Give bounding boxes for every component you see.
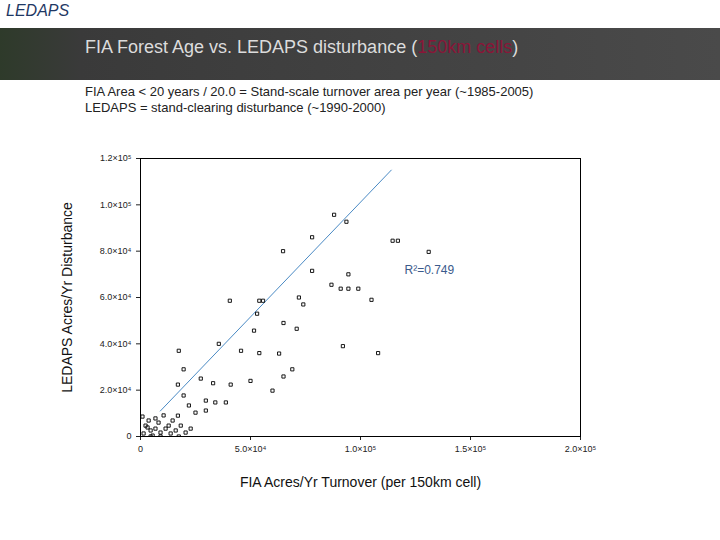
svg-text:5.0×10⁴: 5.0×10⁴ — [235, 444, 267, 454]
html-text:LEDAPS = stand-clearing distur: LEDAPS = stand-clearing disturbance (~19… — [85, 100, 386, 115]
html-text:LEDAPS: LEDAPS — [6, 2, 70, 19]
svg-text:0: 0 — [138, 444, 143, 454]
svg-text:1.5×10⁵: 1.5×10⁵ — [455, 444, 487, 454]
svg-text:1.2×10⁵: 1.2×10⁵ — [100, 153, 132, 163]
svg-text:4.0×10⁴: 4.0×10⁴ — [100, 339, 132, 349]
svg-text:1.0×10⁵: 1.0×10⁵ — [345, 444, 377, 454]
svg-text:FIA Acres/Yr Turnover (per 150: FIA Acres/Yr Turnover (per 150km cell) — [240, 474, 481, 490]
svg-text:2.0×10⁵: 2.0×10⁵ — [565, 444, 597, 454]
svg-text:2.0×10⁴: 2.0×10⁴ — [100, 385, 132, 395]
svg-text:6.0×10⁴: 6.0×10⁴ — [100, 292, 132, 302]
html-text:FIA Forest Age vs. LEDAPS dist: FIA Forest Age vs. LEDAPS disturbance (1… — [85, 37, 519, 57]
svg-text:R²=0.749: R²=0.749 — [405, 263, 455, 277]
html-text:FIA Area < 20 years / 20.0 = S: FIA Area < 20 years / 20.0 = Stand-scale… — [85, 84, 534, 99]
svg-text:1.0×10⁵: 1.0×10⁵ — [100, 200, 132, 210]
svg-text:0: 0 — [126, 431, 131, 441]
svg-text:LEDAPS Acres/Yr Disturbance: LEDAPS Acres/Yr Disturbance — [59, 202, 75, 393]
svg-text:8.0×10⁴: 8.0×10⁴ — [100, 246, 132, 256]
